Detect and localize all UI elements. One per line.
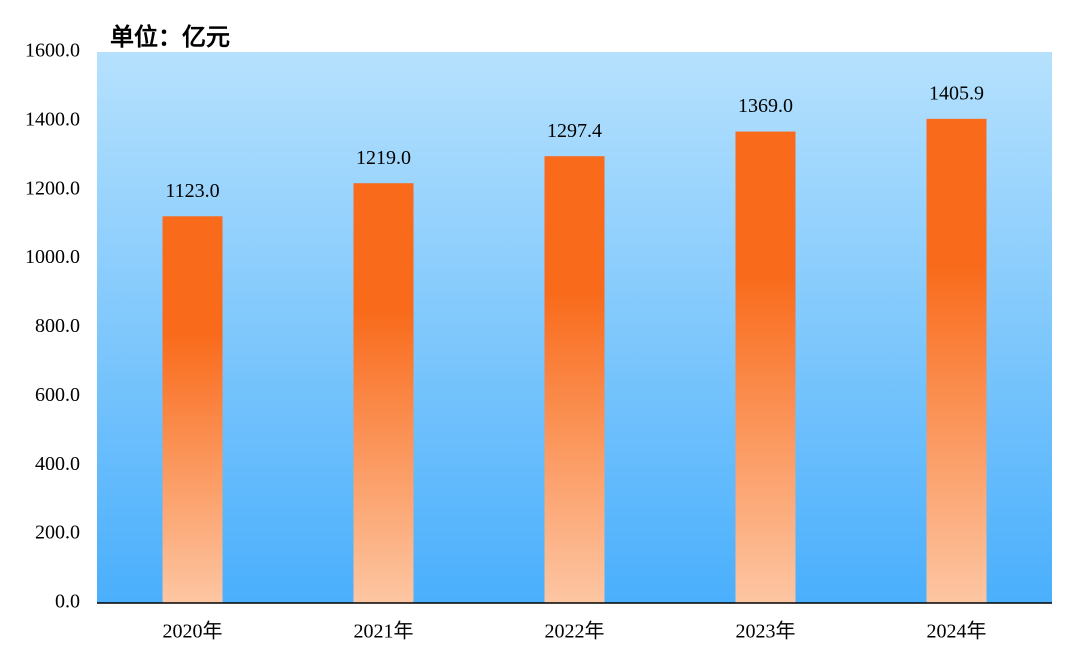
bar — [926, 118, 987, 603]
y-tick-label: 1600.0 — [25, 40, 80, 62]
bar — [353, 183, 414, 603]
chart-title: 单位：亿元 — [110, 23, 230, 51]
data-label: 1297.4 — [547, 120, 602, 142]
y-tick-label: 1000.0 — [25, 246, 80, 268]
data-label: 1123.0 — [165, 180, 219, 202]
x-tick-label: 2020年 — [163, 620, 223, 643]
x-tick-label: 2023年 — [736, 620, 796, 643]
y-tick-label: 0.0 — [55, 591, 80, 613]
data-label: 1369.0 — [738, 95, 793, 117]
y-tick-label: 1200.0 — [25, 177, 80, 199]
y-tick-label: 400.0 — [35, 453, 80, 475]
x-tick-label: 2022年 — [545, 620, 605, 643]
y-tick-label: 1400.0 — [25, 108, 80, 130]
data-label: 1219.0 — [356, 147, 411, 169]
y-tick-label: 600.0 — [35, 384, 80, 406]
x-tick-label: 2024年 — [927, 620, 987, 643]
bar — [735, 131, 796, 603]
y-tick-label: 800.0 — [35, 315, 80, 337]
bar — [162, 216, 223, 603]
data-label: 1405.9 — [929, 82, 984, 104]
bar — [544, 156, 605, 603]
y-tick-label: 200.0 — [35, 522, 80, 544]
x-tick-label: 2021年 — [354, 620, 414, 643]
